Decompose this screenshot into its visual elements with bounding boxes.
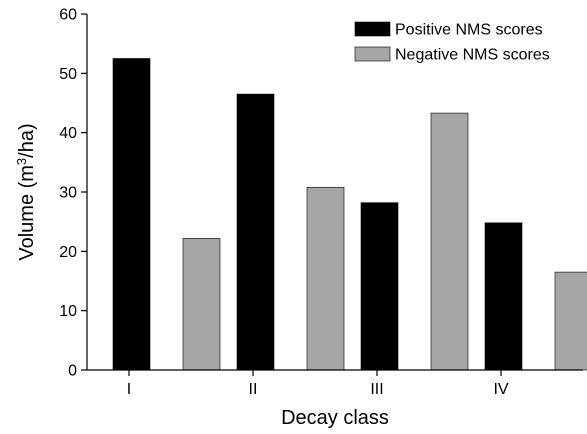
bar-positive-IV xyxy=(484,222,523,371)
x-tick-label: IV xyxy=(493,381,508,398)
y-tick-label: 60 xyxy=(59,7,77,24)
bar-positive-I xyxy=(112,58,151,371)
x-axis-title: Decay class xyxy=(281,407,389,429)
legend-swatch-negative xyxy=(354,46,391,62)
y-tick-label: 50 xyxy=(59,66,77,83)
y-axis-title-main: Volume (m xyxy=(16,165,38,261)
bar-negative-II xyxy=(306,186,345,371)
bar-negative-I xyxy=(182,237,221,371)
legend: Positive NMS scores Negative NMS scores xyxy=(354,21,550,64)
legend-label-negative: Negative NMS scores xyxy=(395,47,550,64)
y-tick-label: 30 xyxy=(59,185,77,202)
legend-swatch-positive xyxy=(354,21,391,37)
x-tick-label: III xyxy=(370,381,383,398)
y-axis-title: Volume (m3/ha) xyxy=(14,123,38,260)
bar-negative-III xyxy=(430,112,469,371)
bar-negative-IV xyxy=(554,271,587,371)
y-axis-title-tail: /ha) xyxy=(16,123,38,157)
y-tick-label: 0 xyxy=(68,363,77,380)
y-ticks: 0 10 20 30 40 50 60 xyxy=(59,7,87,380)
y-tick-label: 20 xyxy=(59,244,77,261)
legend-label-positive: Positive NMS scores xyxy=(395,22,543,39)
bars-group xyxy=(112,58,587,371)
bar-positive-III xyxy=(360,202,399,371)
x-ticks: I II III IV xyxy=(127,370,509,398)
x-tick-label: II xyxy=(249,381,258,398)
y-axis-title-superscript: 3 xyxy=(14,158,29,165)
x-tick-label: I xyxy=(127,381,131,398)
bar-positive-II xyxy=(236,93,275,371)
y-tick-label: 40 xyxy=(59,125,77,142)
y-tick-label: 10 xyxy=(59,303,77,320)
